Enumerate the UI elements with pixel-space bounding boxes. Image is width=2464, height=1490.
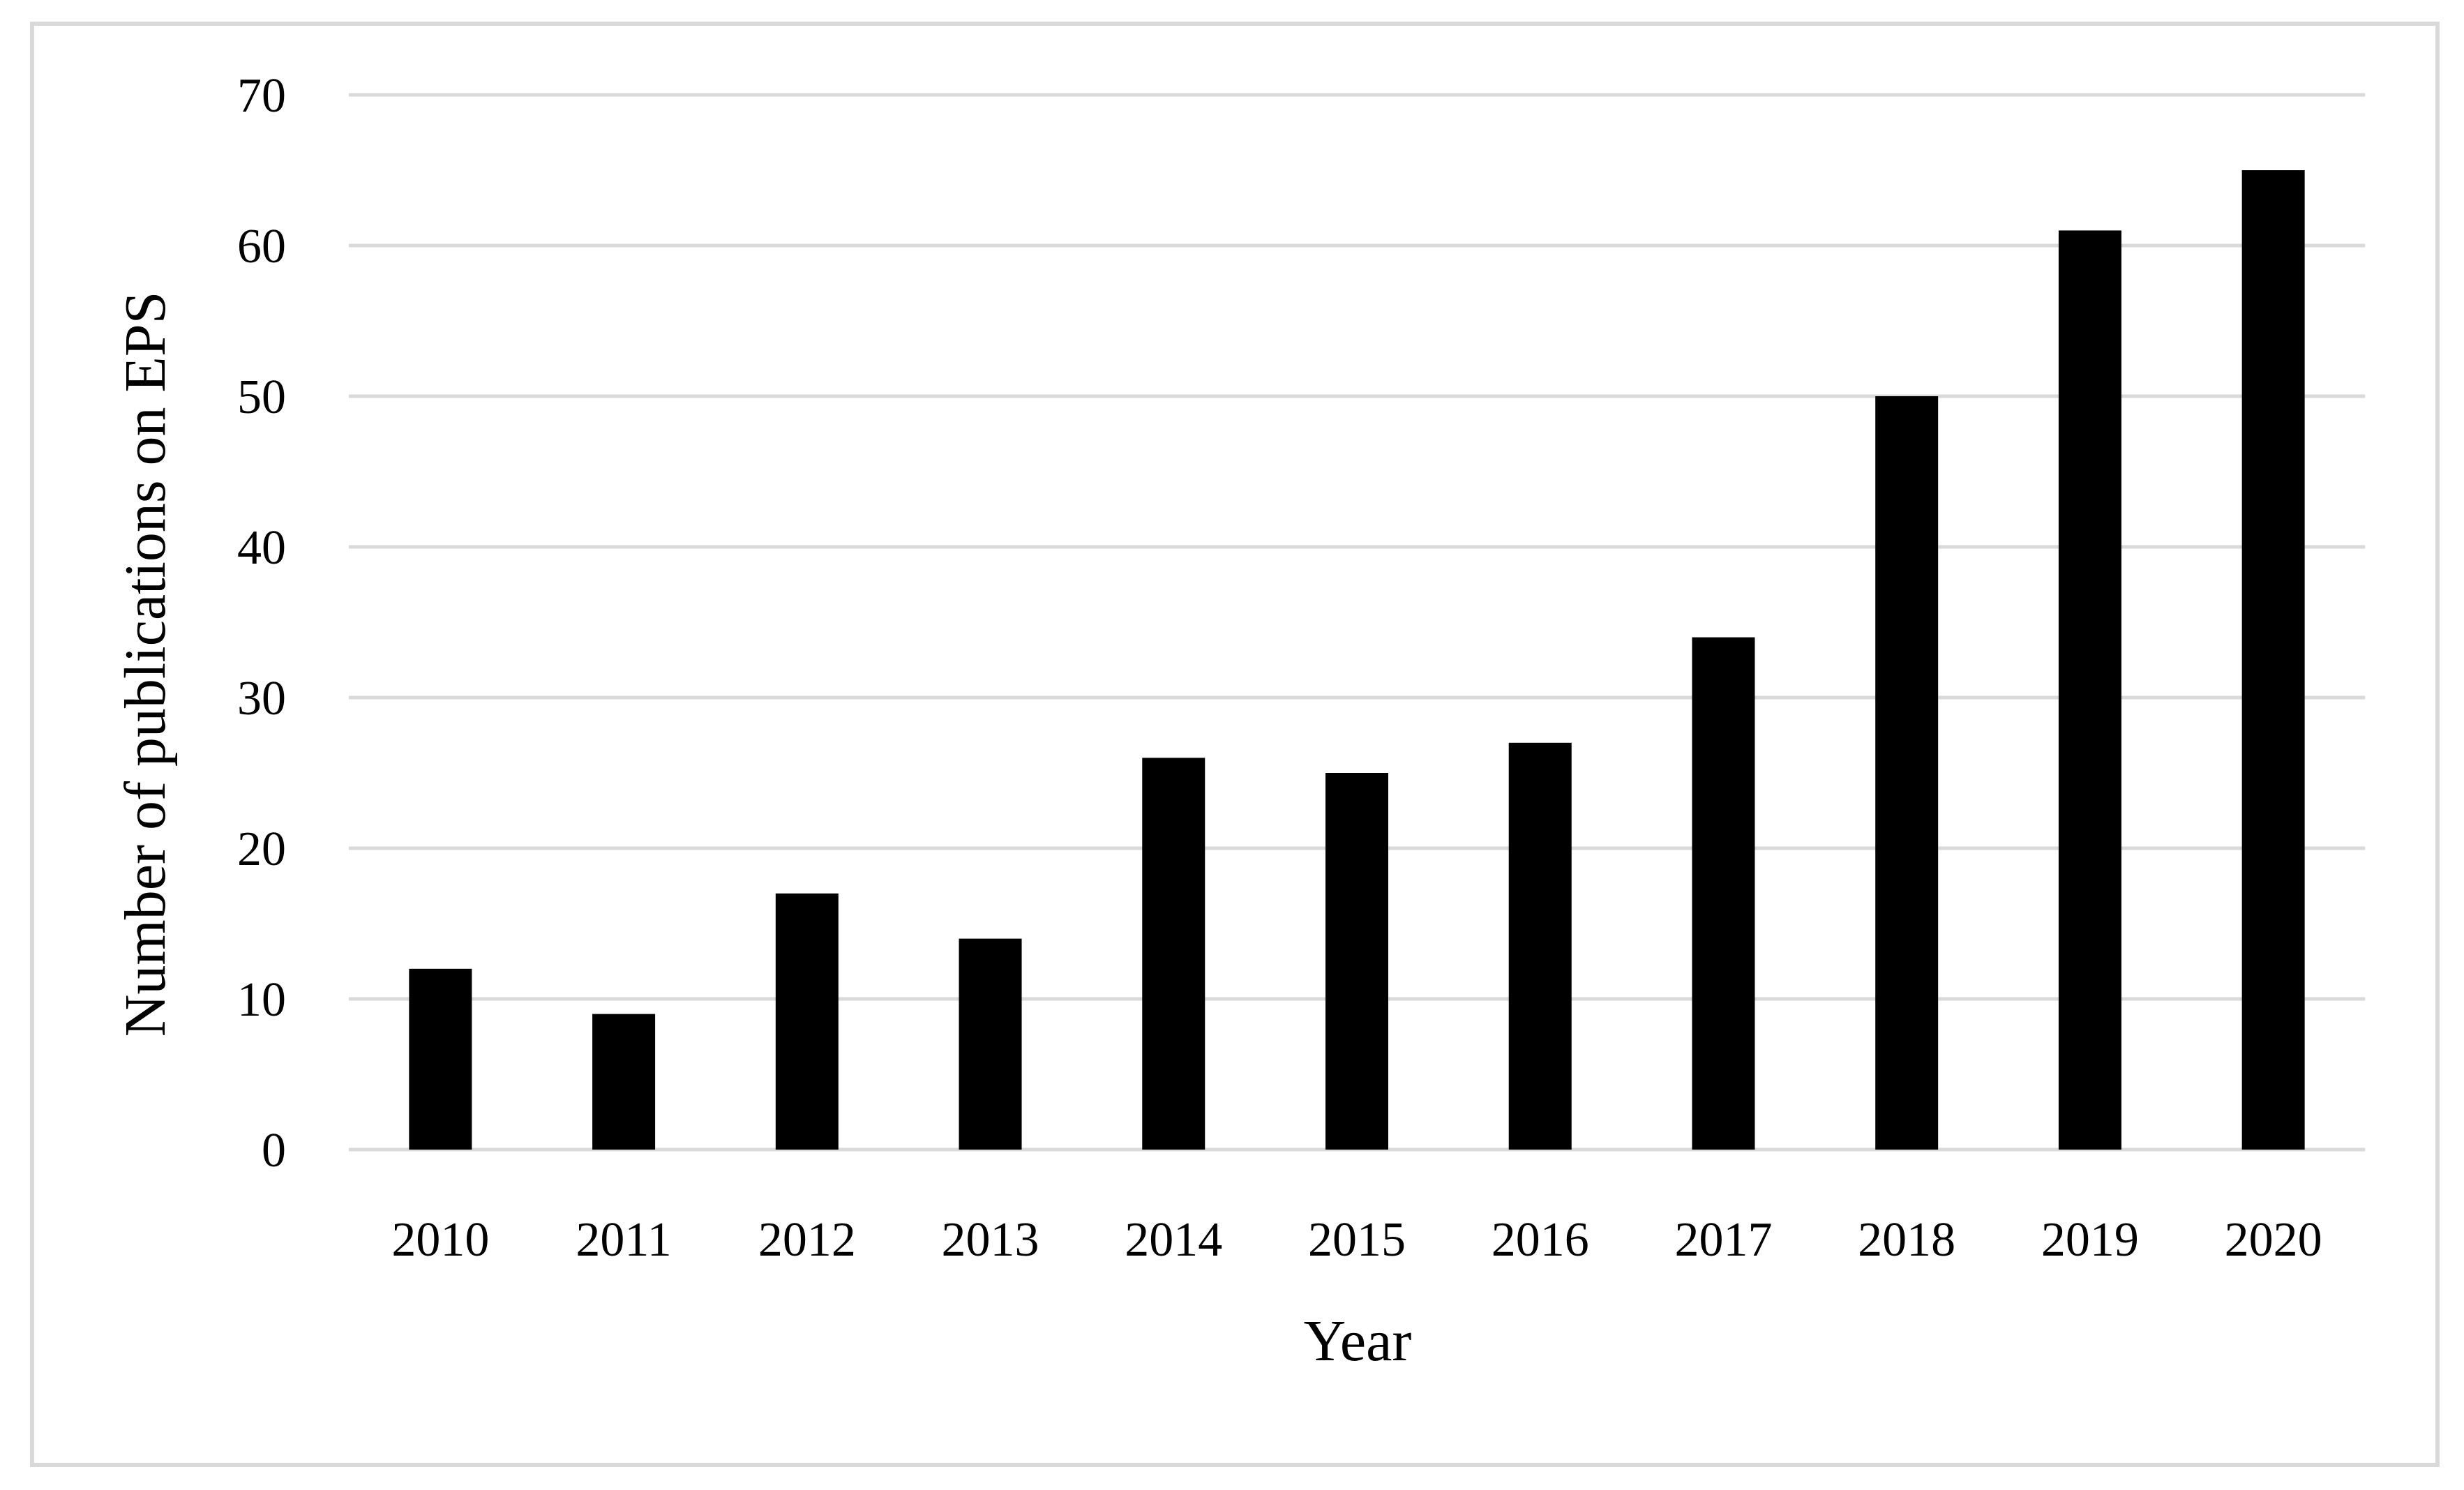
y-tick-label: 0 bbox=[262, 1124, 286, 1177]
gridlines bbox=[349, 93, 2365, 1152]
bar-2010 bbox=[409, 968, 472, 1150]
x-axis-ticks: 2010 2011 2012 2013 2014 2015 2016 2017 2018 2019… bbox=[391, 1213, 2322, 1267]
y-tick-label: 60 bbox=[237, 220, 286, 273]
y-tick-label: 50 bbox=[237, 370, 286, 424]
y-tick-label: 20 bbox=[237, 822, 286, 876]
bar-2011 bbox=[592, 1014, 656, 1150]
x-tick-label: 2019 bbox=[2041, 1213, 2139, 1267]
y-tick-label: 70 bbox=[237, 69, 286, 123]
x-tick-label: 2015 bbox=[1308, 1213, 1406, 1267]
x-tick-label: 2016 bbox=[1492, 1213, 1589, 1267]
x-tick-label: 2017 bbox=[1674, 1213, 1772, 1267]
x-tick-label: 2020 bbox=[2225, 1213, 2322, 1267]
bar-2019 bbox=[2058, 230, 2121, 1150]
bar-2012 bbox=[775, 893, 839, 1150]
bar-2016 bbox=[1508, 742, 1572, 1150]
y-axis-title: Number of publications on EPS bbox=[113, 292, 178, 1037]
bars bbox=[409, 170, 2305, 1150]
bar-2014 bbox=[1142, 758, 1205, 1150]
bar-2017 bbox=[1692, 637, 1755, 1150]
chart-border bbox=[30, 22, 2440, 1467]
y-tick-label: 10 bbox=[237, 973, 286, 1027]
x-tick-label: 2010 bbox=[391, 1213, 489, 1267]
y-tick-label: 30 bbox=[237, 672, 286, 725]
x-tick-label: 2011 bbox=[576, 1213, 671, 1267]
x-tick-label: 2013 bbox=[942, 1213, 1039, 1267]
x-tick-label: 2014 bbox=[1125, 1213, 1222, 1267]
bar-2015 bbox=[1325, 773, 1388, 1150]
y-tick-label: 40 bbox=[237, 521, 286, 575]
bar-2020 bbox=[2241, 170, 2305, 1150]
x-tick-label: 2018 bbox=[1858, 1213, 1955, 1267]
x-axis-title: Year bbox=[1304, 1309, 1412, 1374]
bar-2018 bbox=[1875, 396, 1939, 1150]
y-axis-ticks: 0 10 20 30 40 50 60 70 bbox=[237, 69, 286, 1177]
x-tick-label: 2012 bbox=[758, 1213, 856, 1267]
bar-2013 bbox=[959, 938, 1022, 1150]
